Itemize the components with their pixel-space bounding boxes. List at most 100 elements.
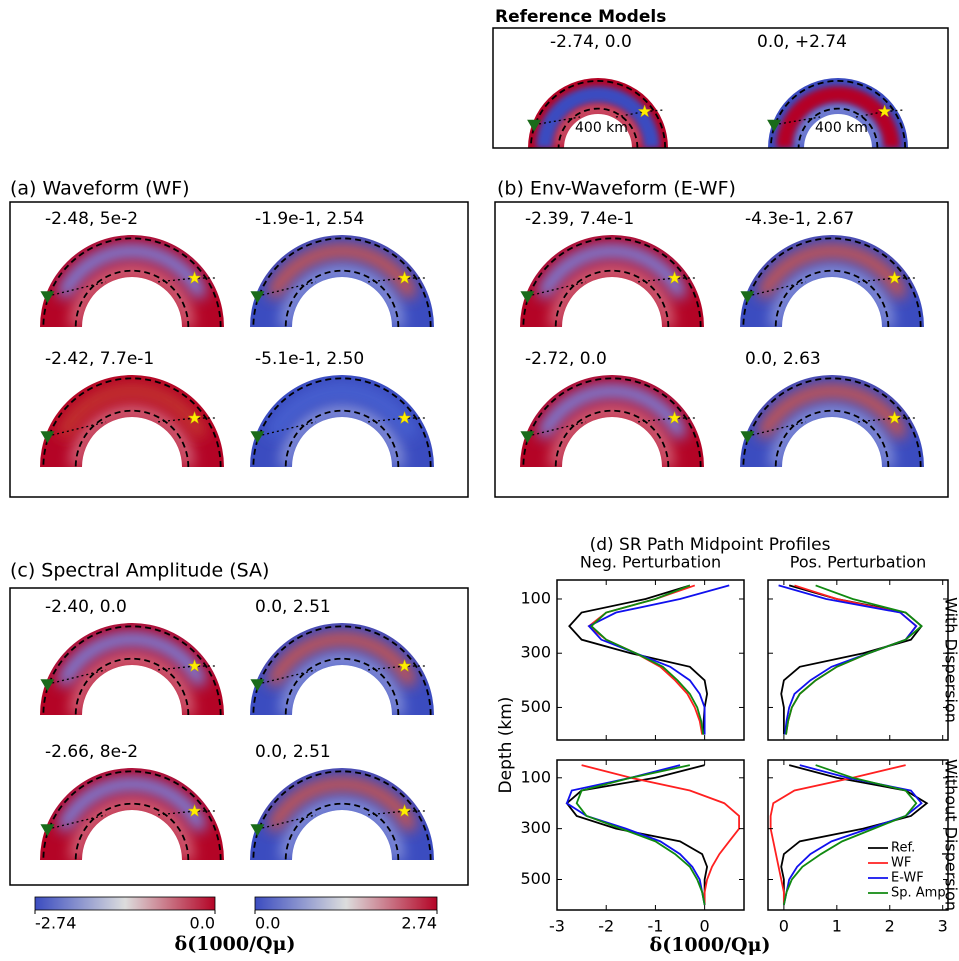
profile-line xyxy=(565,764,709,905)
annulus-fill xyxy=(58,384,206,467)
receiver xyxy=(250,679,265,692)
source xyxy=(397,270,412,284)
y-tick-label: 300 xyxy=(520,643,551,662)
subplot xyxy=(568,584,730,735)
chart-title: (d) SR Path Midpoint Profiles xyxy=(590,535,831,555)
source xyxy=(187,270,202,284)
annulus-fill xyxy=(58,244,206,327)
panel-box xyxy=(9,201,469,498)
dashed-boundary xyxy=(284,409,400,468)
annulus-model xyxy=(767,78,908,149)
anomaly xyxy=(58,632,206,687)
y-tick-label: 300 xyxy=(520,818,551,837)
annulus-fill xyxy=(776,86,900,148)
inner-shade xyxy=(280,265,404,327)
inner-shade xyxy=(554,104,642,148)
row-title: With Dispersion xyxy=(942,597,959,723)
profile-line xyxy=(587,584,730,735)
annulus-model xyxy=(740,375,924,468)
annulus-fill xyxy=(536,86,660,148)
dashed-boundary xyxy=(42,237,222,328)
x-tick-label: -2 xyxy=(598,917,614,936)
dashed-boundary xyxy=(252,377,432,468)
dashed-boundary xyxy=(74,269,190,328)
y-axis-label: Depth (km) xyxy=(496,697,516,794)
receiver xyxy=(250,431,265,444)
subplot xyxy=(769,764,929,906)
inner-shade xyxy=(70,405,194,467)
receiver xyxy=(520,291,535,304)
dashed-boundary xyxy=(774,269,890,328)
source xyxy=(667,410,682,424)
model-label: -1.9e-1, 2.54 xyxy=(255,209,364,229)
dashed-boundary xyxy=(769,80,907,149)
source xyxy=(187,410,202,424)
reference-box xyxy=(492,27,949,149)
subplot-frame xyxy=(767,579,949,741)
dashed-boundary xyxy=(522,237,702,328)
model-label: -2.40, 0.0 xyxy=(45,597,127,617)
dashed-boundary xyxy=(557,107,639,149)
anomaly xyxy=(268,384,416,439)
dashed-boundary xyxy=(74,657,190,716)
dashed-boundary xyxy=(742,237,922,328)
panel-box xyxy=(9,587,469,886)
dashed-boundary xyxy=(284,269,400,328)
anomaly xyxy=(538,244,686,299)
inner-shade xyxy=(70,265,194,327)
subplot-frame xyxy=(556,579,745,741)
anomaly xyxy=(758,244,906,299)
annulus-model xyxy=(250,768,434,861)
dashed-boundary xyxy=(252,237,432,328)
annulus-model xyxy=(740,235,924,328)
profile-line xyxy=(785,584,923,735)
x-tick-label: 0 xyxy=(700,917,710,936)
profile-line xyxy=(565,764,706,906)
x-tick-label: -3 xyxy=(549,917,565,936)
source xyxy=(187,803,202,817)
anomaly xyxy=(758,384,906,439)
dashed-boundary xyxy=(42,625,222,716)
inner-shade xyxy=(770,405,894,467)
anomaly xyxy=(538,384,686,439)
annulus-fill xyxy=(758,244,906,327)
receiver xyxy=(520,431,535,444)
inner-shade xyxy=(280,798,404,860)
inner-shade xyxy=(550,265,674,327)
dashed-boundary xyxy=(74,802,190,861)
model-label: -4.3e-1, 2.67 xyxy=(745,209,854,229)
source xyxy=(877,104,892,118)
y-tick-label: 500 xyxy=(520,869,551,888)
model-label: -2.66, 8e-2 xyxy=(45,742,138,762)
dashed-boundary xyxy=(529,80,667,149)
receiver xyxy=(250,291,265,304)
depth-label: 400 km xyxy=(575,120,628,136)
reference-title: Reference Models xyxy=(495,7,666,27)
panel-title: (a) Waveform (WF) xyxy=(10,178,190,200)
dashed-boundary xyxy=(252,625,432,716)
model-label: 0.0, +2.74 xyxy=(757,32,847,52)
annulus-model xyxy=(250,375,434,468)
source xyxy=(397,658,412,672)
source xyxy=(887,410,902,424)
dashed-boundary xyxy=(284,657,400,716)
inner-shade xyxy=(70,653,194,715)
model-label: 0.0, 2.63 xyxy=(745,349,821,369)
subplot-frame xyxy=(556,759,745,911)
anomaly xyxy=(776,86,900,148)
receiver xyxy=(40,291,55,304)
source xyxy=(187,658,202,672)
subplot xyxy=(565,764,740,906)
annulus-fill xyxy=(538,384,686,467)
annulus-model xyxy=(250,235,434,328)
x-tick-label: -1 xyxy=(647,917,663,936)
annulus-fill xyxy=(268,244,416,327)
dashed-boundary xyxy=(252,770,432,861)
panel-title: (c) Spectral Amplitude (SA) xyxy=(10,560,269,582)
colorbar-tick-label: -2.74 xyxy=(35,914,76,933)
receiver xyxy=(40,679,55,692)
model-label: -2.39, 7.4e-1 xyxy=(525,209,634,229)
profile-line xyxy=(590,584,705,735)
x-tick-label: 3 xyxy=(938,917,948,936)
